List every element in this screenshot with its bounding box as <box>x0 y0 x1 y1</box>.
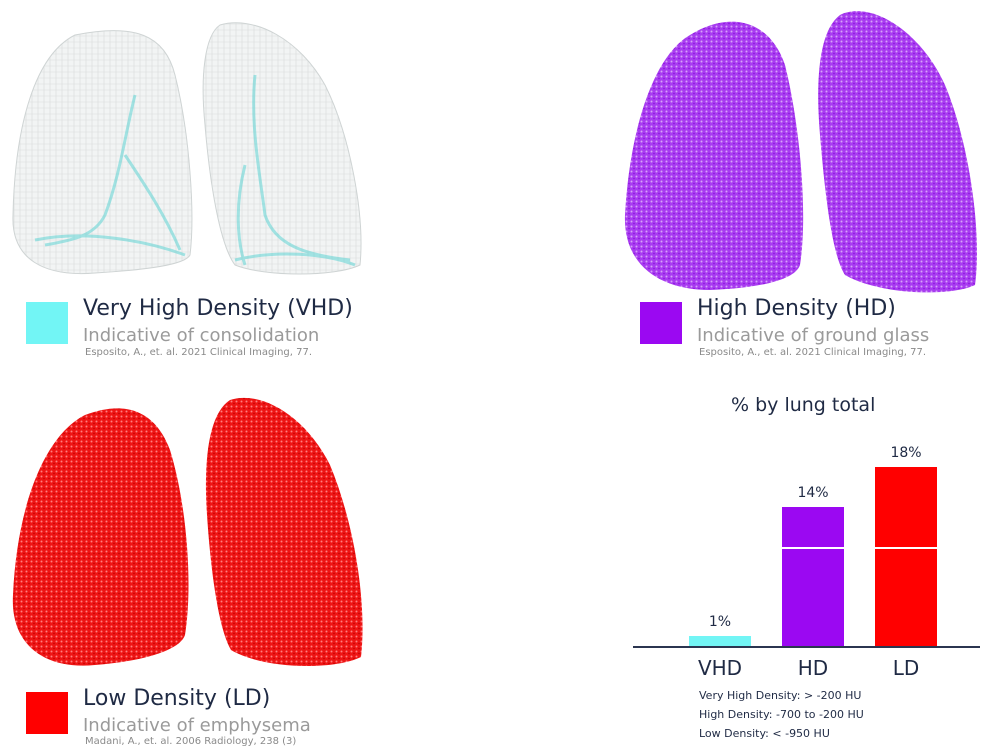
value-label-vhd: 1% <box>708 614 732 630</box>
bar-divider-ld <box>875 547 937 549</box>
vhd-color-swatch <box>26 302 68 344</box>
hd-citation: Esposito, A., et. al. 2021 Clinical Imag… <box>699 347 927 358</box>
vhd-threshold-note: Very High Density: > -200 HU <box>699 689 862 702</box>
ld-title: Low Density (LD) <box>83 686 271 711</box>
ld-lung-image <box>12 397 363 667</box>
category-label-hd: HD <box>797 656 829 680</box>
bar-hd <box>782 507 844 646</box>
bar-ld <box>875 467 937 646</box>
hd-threshold-note: High Density: -700 to -200 HU <box>699 708 864 721</box>
vhd-lung-image <box>12 22 362 275</box>
bar-divider-hd <box>782 547 844 549</box>
x-axis <box>633 646 980 648</box>
value-label-hd: 14% <box>797 485 829 501</box>
value-label-ld: 18% <box>890 445 922 461</box>
vhd-citation: Esposito, A., et. al. 2021 Clinical Imag… <box>85 347 313 358</box>
category-label-ld: LD <box>892 656 920 680</box>
hd-color-swatch <box>640 302 682 344</box>
category-label-vhd: VHD <box>697 656 743 680</box>
hd-subtitle: Indicative of ground glass <box>697 325 930 346</box>
bar-vhd <box>689 636 751 646</box>
hd-title: High Density (HD) <box>697 296 896 321</box>
hd-lung-image <box>624 11 977 293</box>
ld-citation: Madani, A., et. al. 2006 Radiology, 238 … <box>85 736 297 747</box>
ld-color-swatch <box>26 692 68 734</box>
chart-title: % by lung total <box>731 394 876 416</box>
vhd-subtitle: Indicative of consolidation <box>83 325 320 346</box>
vhd-title: Very High Density (VHD) <box>83 296 353 321</box>
ld-subtitle: Indicative of emphysema <box>83 715 311 736</box>
ld-threshold-note: Low Density: < -950 HU <box>699 727 830 740</box>
